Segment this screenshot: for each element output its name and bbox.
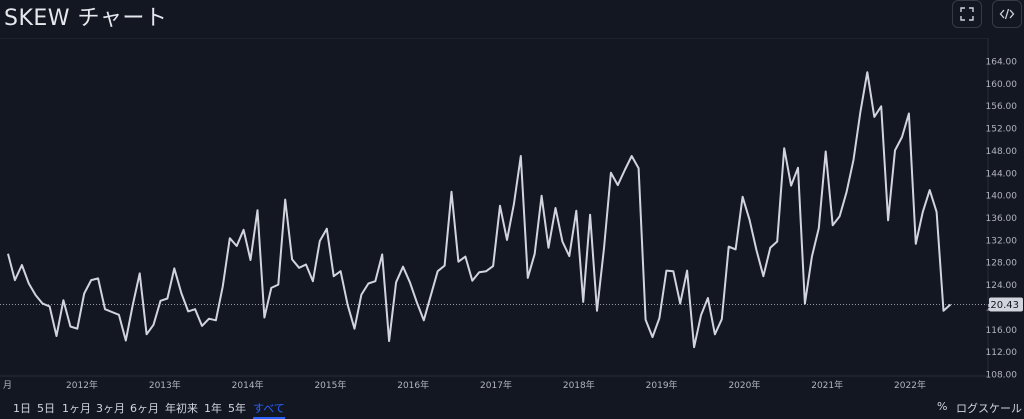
time-tick-label: 2021年 <box>811 379 843 391</box>
price-tick-label: 148.00 <box>986 147 1018 157</box>
time-tick-label: 2018年 <box>563 379 595 391</box>
range-selector: 1日 5日 1ヶ月 3ヶ月 6ヶ月 年初来 1年 5年 すべて % ログスケール <box>0 398 1024 419</box>
price-tick-label: 116.00 <box>986 326 1018 336</box>
price-tick-label: 112.00 <box>986 348 1018 358</box>
range-5y[interactable]: 5年 <box>228 402 246 415</box>
range-ytd[interactable]: 年初来 <box>165 402 198 415</box>
price-tick-label: 152.00 <box>986 125 1018 135</box>
range-6m[interactable]: 6ヶ月 <box>130 402 159 415</box>
last-price-tag: 120.43 <box>984 297 1023 312</box>
price-tick-label: 156.00 <box>986 102 1018 112</box>
range-all[interactable]: すべて <box>253 400 285 419</box>
price-tick-label: 108.00 <box>986 371 1018 381</box>
last-price-value: 120.43 <box>984 300 1019 311</box>
price-tick-label: 124.00 <box>986 281 1018 291</box>
range-1d[interactable]: 1日 <box>13 402 31 415</box>
range-1m[interactable]: 1ヶ月 <box>62 402 91 415</box>
price-tick-label: 164.00 <box>986 58 1018 68</box>
time-tick-label: 2017年 <box>480 379 512 391</box>
time-edge-label: 月 <box>3 380 12 391</box>
embed-button[interactable] <box>992 0 1022 28</box>
range-3m[interactable]: 3ヶ月 <box>96 402 125 415</box>
time-tick-label: 2022年 <box>894 379 926 391</box>
time-axis[interactable]: 2012年 2013年 2014年 2015年 2016年 2017年 2018年 2019年… <box>3 379 926 391</box>
time-tick-label: 2015年 <box>314 379 346 391</box>
time-tick-label: 2016年 <box>397 379 429 391</box>
time-tick-label: 2013年 <box>149 379 181 391</box>
time-tick-label: 2019年 <box>646 379 678 391</box>
range-5d[interactable]: 5日 <box>37 402 55 415</box>
range-1y[interactable]: 1年 <box>204 402 222 415</box>
code-embed-icon <box>999 8 1015 20</box>
chart-area[interactable]: 164.00 160.00 156.00 152.00 148.00 144.00 140.… <box>0 37 1024 391</box>
percent-toggle[interactable]: % <box>937 400 948 413</box>
price-tick-label: 144.00 <box>986 169 1018 179</box>
price-tick-label: 160.00 <box>986 80 1018 90</box>
fullscreen-icon <box>960 7 974 21</box>
price-axis[interactable]: 164.00 160.00 156.00 152.00 148.00 144.00 140.… <box>986 58 1018 381</box>
price-tick-label: 136.00 <box>986 214 1018 224</box>
time-tick-label: 2020年 <box>728 379 760 391</box>
skew-series-line <box>7 71 952 349</box>
chart-title: SKEW チャート <box>4 6 168 31</box>
time-tick-label: 2014年 <box>232 379 264 391</box>
skew-line-chart[interactable]: 164.00 160.00 156.00 152.00 148.00 144.00 140.… <box>0 37 1024 394</box>
price-tick-label: 128.00 <box>986 259 1018 269</box>
fullscreen-button[interactable] <box>952 0 982 28</box>
log-scale-toggle[interactable]: ログスケール <box>956 402 1022 415</box>
price-tick-label: 140.00 <box>986 192 1018 202</box>
time-tick-label: 2012年 <box>66 379 98 391</box>
price-tick-label: 132.00 <box>986 236 1018 246</box>
